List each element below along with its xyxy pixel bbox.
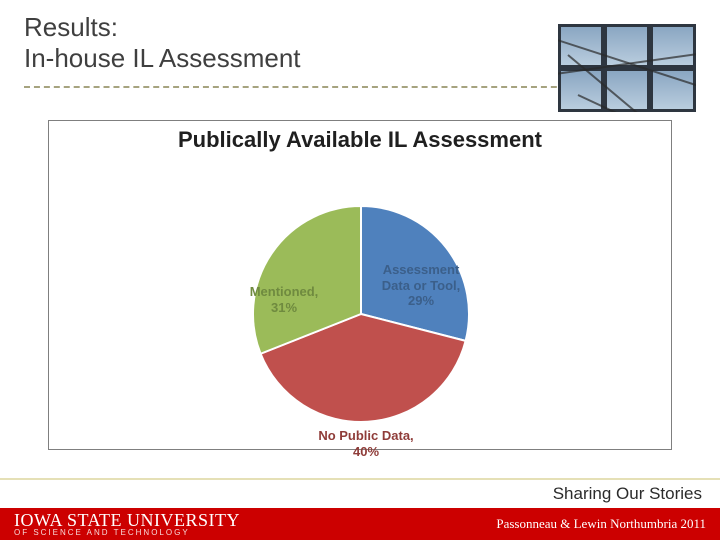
slice-label-nopublic: No Public Data, 40% xyxy=(306,428,426,459)
slice-label-text: 31% xyxy=(239,300,329,316)
chart-container: Publically Available IL Assessment Asses… xyxy=(48,120,672,450)
pie-chart: Assessment Data or Tool, 29% No Public D… xyxy=(49,169,671,449)
slice-label-mentioned: Mentioned, 31% xyxy=(239,284,329,315)
footer-tagline: Sharing Our Stories xyxy=(0,480,720,508)
university-block: IOWA STATE UNIVERSITY OF SCIENCE AND TEC… xyxy=(14,511,240,537)
slice-label-text: Data or Tool, xyxy=(369,278,473,294)
slice-label-text: 29% xyxy=(369,293,473,309)
university-name: IOWA STATE UNIVERSITY xyxy=(14,511,240,529)
pie-svg xyxy=(49,169,673,451)
slide: Results: In-house IL Assessment Publical… xyxy=(0,0,720,540)
university-sub: OF SCIENCE AND TECHNOLOGY xyxy=(14,529,240,537)
corner-photo xyxy=(558,24,696,112)
slice-label-assessment: Assessment Data or Tool, 29% xyxy=(369,262,473,309)
footer-bottom: IOWA STATE UNIVERSITY OF SCIENCE AND TEC… xyxy=(0,508,720,540)
title-line2: In-house IL Assessment xyxy=(24,43,301,73)
slice-label-text: No Public Data, xyxy=(306,428,426,444)
chart-title: Publically Available IL Assessment xyxy=(49,127,671,153)
slice-label-text: Mentioned, xyxy=(239,284,329,300)
title-line1: Results: xyxy=(24,12,118,42)
slice-label-text: 40% xyxy=(306,444,426,460)
slice-label-text: Assessment xyxy=(369,262,473,278)
attribution: Passonneau & Lewin Northumbria 2011 xyxy=(496,516,706,532)
footer: Sharing Our Stories IOWA STATE UNIVERSIT… xyxy=(0,480,720,540)
